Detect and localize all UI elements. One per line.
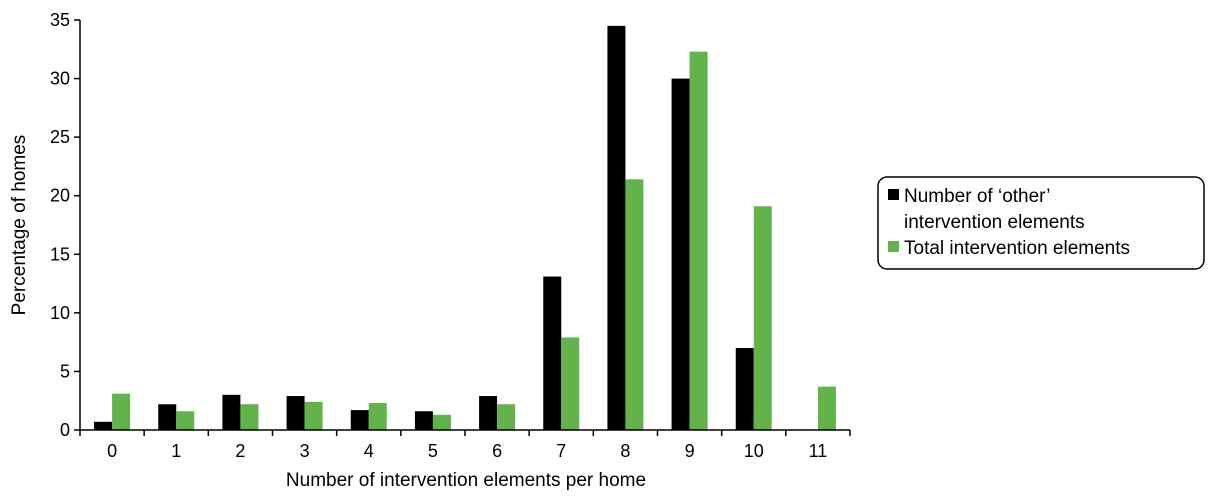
legend-swatch-2 bbox=[888, 241, 899, 252]
legend-label-2: Total intervention elements bbox=[904, 238, 1130, 259]
bar-series-2-7 bbox=[561, 337, 580, 430]
y-tick-label: 20 bbox=[50, 186, 70, 206]
legend-label-1: Number of ‘other’ bbox=[904, 186, 1050, 207]
legend-box bbox=[877, 176, 1205, 270]
bar-series-2-3 bbox=[304, 401, 323, 430]
legend: Number of ‘other’ intervention elements To… bbox=[877, 176, 1205, 270]
x-tick-label: 6 bbox=[492, 441, 502, 461]
x-tick-label: 9 bbox=[685, 441, 695, 461]
y-tick-label: 5 bbox=[60, 361, 70, 381]
legend-label-1: intervention elements bbox=[904, 212, 1085, 233]
x-tick-label: 3 bbox=[300, 441, 310, 461]
bar-series-2-1 bbox=[176, 411, 195, 430]
y-tick-label: 15 bbox=[50, 244, 70, 264]
bar-series-1-2 bbox=[222, 394, 241, 430]
y-tick-label: 30 bbox=[50, 69, 70, 89]
bar-series-1-1 bbox=[158, 404, 177, 430]
x-tick-label: 2 bbox=[235, 441, 245, 461]
bar-series-2-4 bbox=[368, 403, 387, 430]
bar-series-2-11 bbox=[817, 386, 836, 430]
x-tick-label: 7 bbox=[556, 441, 566, 461]
bar-series-1-9 bbox=[671, 78, 690, 431]
bar-series-1-5 bbox=[414, 411, 433, 430]
axes-group: 0 5 10 15 20 25 30 35 0 1 2 3 4 5 6 7 8 9 10 11 bbox=[50, 10, 851, 461]
bar-series-2-10 bbox=[753, 206, 772, 430]
y-tick-label: 10 bbox=[50, 303, 70, 323]
bar-series-1-4 bbox=[350, 410, 369, 430]
x-axis-title: Number of intervention elements per home bbox=[286, 470, 646, 491]
bar-series-2-9 bbox=[689, 51, 708, 430]
x-tick-label: 1 bbox=[171, 441, 181, 461]
x-tick-label: 8 bbox=[620, 441, 630, 461]
bar-series-2-5 bbox=[432, 414, 451, 430]
y-tick-label: 25 bbox=[50, 127, 70, 147]
x-tick-label: 5 bbox=[428, 441, 438, 461]
y-tick-label: 0 bbox=[60, 420, 70, 440]
bar-series-1-8 bbox=[607, 25, 626, 430]
bar-series-1-0 bbox=[94, 421, 113, 430]
bar-series-2-8 bbox=[625, 179, 644, 430]
bar-series-2-0 bbox=[112, 393, 131, 430]
bar-series-1-10 bbox=[735, 348, 754, 430]
bars-group bbox=[94, 25, 836, 431]
bar-series-2-2 bbox=[240, 404, 259, 430]
x-tick-label: 0 bbox=[107, 441, 117, 461]
y-tick-label: 35 bbox=[50, 10, 70, 30]
legend-swatch-1 bbox=[888, 189, 899, 200]
bar-series-1-6 bbox=[479, 396, 498, 430]
bar-series-1-3 bbox=[286, 396, 305, 430]
x-tick-label: 4 bbox=[364, 441, 374, 461]
x-tick-label: 11 bbox=[809, 441, 828, 461]
x-tick-label: 10 bbox=[744, 441, 764, 461]
y-axis-title: Percentage of homes bbox=[9, 135, 30, 316]
bar-series-1-7 bbox=[543, 276, 562, 430]
bar-series-2-6 bbox=[497, 404, 516, 430]
